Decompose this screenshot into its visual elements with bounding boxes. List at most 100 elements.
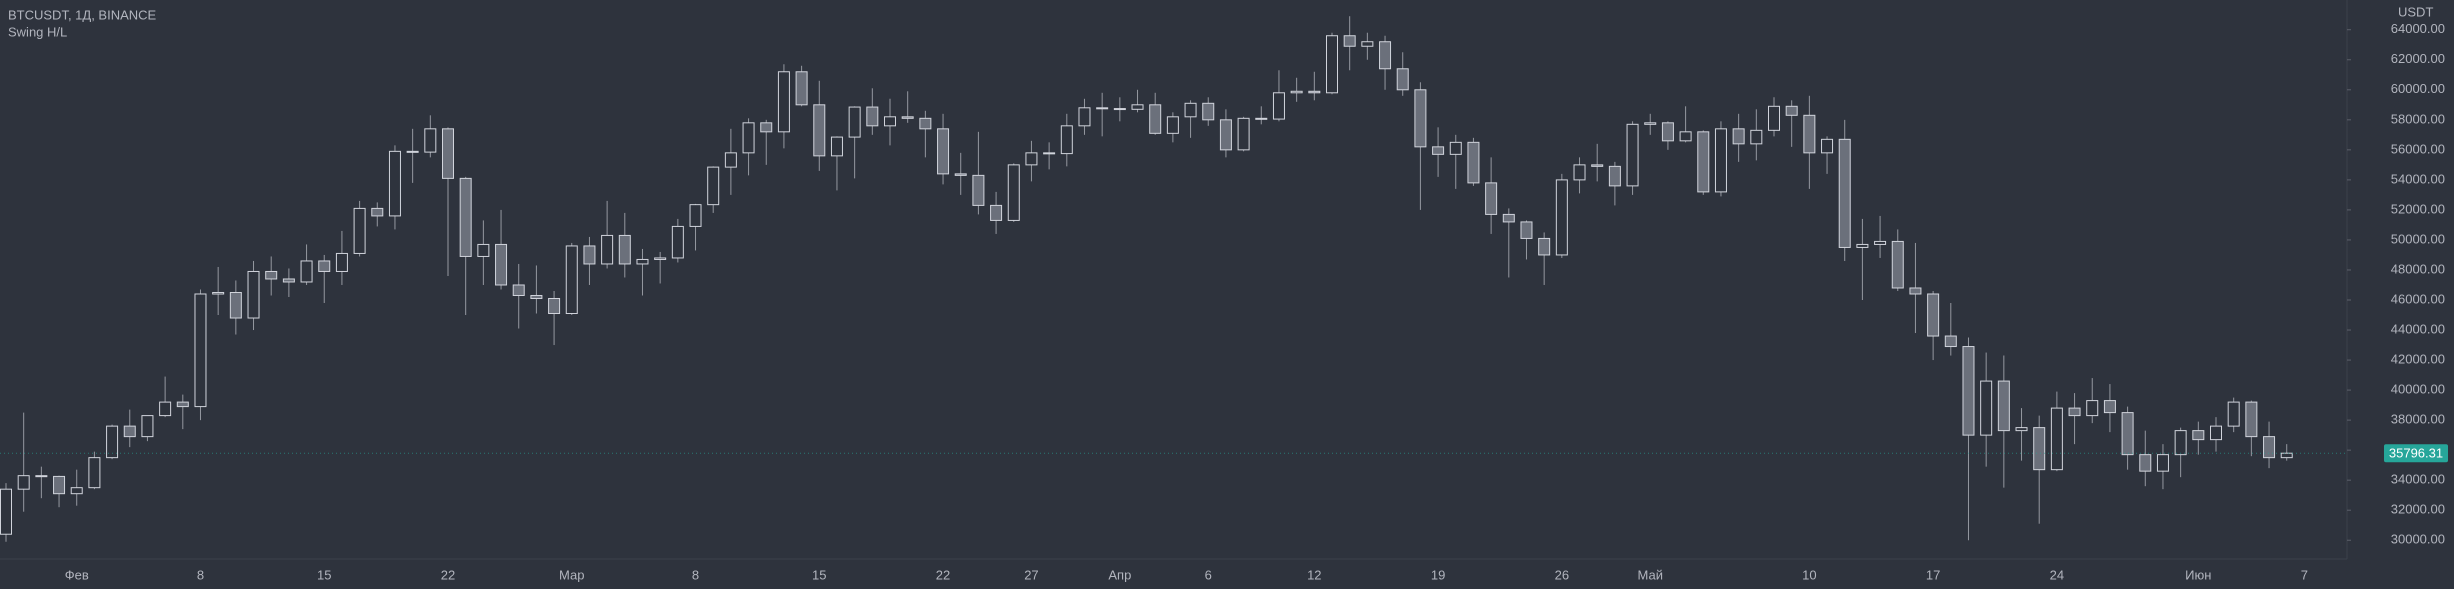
candle-body — [795, 71, 808, 106]
candle-body — [1750, 129, 1763, 145]
candle-body — [954, 173, 967, 176]
candle-body — [1467, 141, 1480, 184]
y-tick-label: 34000.00 — [2391, 472, 2445, 487]
x-tick-label: 27 — [1024, 567, 1038, 582]
candle-body — [1219, 119, 1232, 151]
candle-body — [1732, 128, 1745, 145]
candle-body — [53, 475, 66, 495]
x-tick-label: 8 — [692, 567, 699, 582]
x-tick-label: 15 — [317, 567, 331, 582]
candle-body — [141, 415, 154, 438]
candle-body — [17, 475, 30, 490]
candle-body — [1060, 125, 1073, 155]
candle-body — [671, 225, 684, 259]
candle-body — [353, 207, 366, 254]
candle-body — [123, 425, 136, 438]
candle-body — [2156, 454, 2169, 472]
candle-body — [1007, 164, 1020, 221]
candle-body — [1697, 131, 1710, 193]
candle-body — [2245, 401, 2258, 438]
candle-body — [459, 177, 472, 257]
y-tick-label: 56000.00 — [2391, 141, 2445, 156]
y-axis-label: USDT — [2398, 4, 2433, 19]
y-tick-label: 50000.00 — [2391, 231, 2445, 246]
candle-body — [1608, 165, 1621, 187]
candle-body — [1997, 380, 2010, 432]
y-tick-label: 44000.00 — [2391, 321, 2445, 336]
candle-body — [813, 104, 826, 157]
candle-body — [300, 260, 313, 283]
candle-body — [371, 207, 384, 217]
candle-body — [1785, 105, 1798, 116]
x-tick-label: 24 — [2050, 567, 2064, 582]
x-tick-label: 26 — [1555, 567, 1569, 582]
candle-body — [777, 71, 790, 133]
candle-body — [212, 291, 225, 295]
candle-body — [530, 294, 543, 299]
candle-body — [1909, 287, 1922, 295]
candle-body — [1856, 243, 1869, 248]
candle-body — [406, 150, 419, 153]
y-tick-label: 54000.00 — [2391, 171, 2445, 186]
x-tick-label: Май — [1638, 567, 1663, 582]
candle-body — [1043, 152, 1056, 155]
candle-body — [265, 270, 278, 280]
candle-body — [1714, 128, 1727, 193]
candle-body — [335, 252, 348, 272]
candle-body — [247, 270, 260, 319]
y-tick-label: 62000.00 — [2391, 51, 2445, 66]
candle-body — [1414, 89, 1427, 148]
candle-body — [707, 166, 720, 206]
candle-body — [318, 260, 331, 272]
candle-body — [194, 293, 207, 408]
candle-body — [1078, 107, 1091, 127]
y-tick-label: 64000.00 — [2391, 21, 2445, 36]
candle-body — [1326, 35, 1338, 94]
candle-body — [442, 128, 454, 179]
candle-body — [1361, 41, 1374, 47]
last-price-label: 35796.31 — [2389, 446, 2443, 461]
candle-body — [1661, 122, 1674, 142]
candle-body — [282, 278, 295, 283]
y-tick-label: 32000.00 — [2391, 502, 2445, 517]
candle-body — [1980, 380, 1993, 436]
candle-body — [1184, 102, 1197, 118]
candle-body — [2033, 427, 2046, 471]
candle-body — [176, 401, 189, 408]
x-tick-label: 22 — [441, 567, 455, 582]
candle-body — [1396, 68, 1409, 91]
candle-body — [618, 234, 631, 265]
x-tick-label: Фев — [65, 567, 89, 582]
y-tick-label: 48000.00 — [2391, 261, 2445, 276]
y-tick-label: 40000.00 — [2391, 382, 2445, 397]
candle-body — [1485, 182, 1498, 215]
x-tick-label: 10 — [1802, 567, 1816, 582]
candle-body — [1502, 213, 1515, 223]
candle-body — [2139, 454, 2152, 472]
candle-body — [106, 425, 119, 459]
candle-body — [1449, 141, 1462, 155]
x-tick-label: 7 — [2301, 567, 2308, 582]
candle-body — [512, 284, 525, 296]
candle-body — [2103, 400, 2116, 414]
candle-body — [742, 122, 755, 154]
candle-body — [159, 401, 172, 417]
candle-body — [848, 106, 861, 138]
candle-body — [1626, 123, 1639, 187]
candle-body — [1025, 152, 1038, 166]
candle-body — [1432, 146, 1445, 155]
candle-body — [1131, 104, 1144, 110]
candle-body — [2210, 425, 2222, 441]
y-tick-label: 60000.00 — [2391, 81, 2445, 96]
candle-body — [884, 116, 896, 127]
x-tick-label: Июн — [2185, 567, 2211, 582]
candle-body — [35, 475, 48, 478]
x-tick-label: 6 — [1205, 567, 1212, 582]
y-tick-label: 52000.00 — [2391, 201, 2445, 216]
x-tick-label: Мар — [559, 567, 584, 582]
candle-body — [424, 128, 437, 153]
candle-body — [2121, 412, 2134, 456]
candle-body — [654, 257, 667, 260]
y-tick-label: 42000.00 — [2391, 351, 2445, 366]
